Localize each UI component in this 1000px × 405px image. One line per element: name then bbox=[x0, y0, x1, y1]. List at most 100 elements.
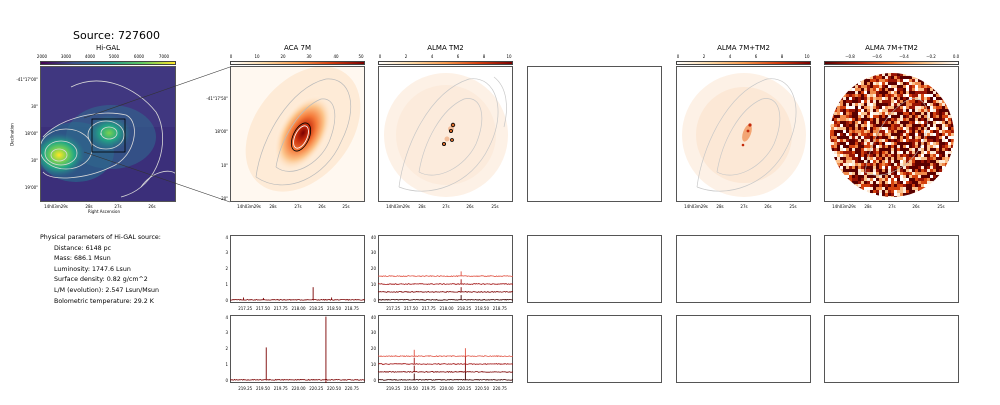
residual-pixel bbox=[933, 118, 936, 121]
residual-pixel bbox=[828, 67, 831, 70]
residual-pixel bbox=[942, 106, 945, 109]
residual-pixel bbox=[948, 112, 951, 115]
residual-pixel bbox=[939, 160, 942, 163]
residual-pixel bbox=[942, 121, 945, 124]
residual-pixel bbox=[915, 115, 918, 118]
residual-pixel bbox=[921, 70, 924, 73]
residual-pixel bbox=[933, 148, 936, 151]
cbar-tick: 2 bbox=[702, 54, 706, 59]
residual-pixel bbox=[936, 127, 939, 130]
residual-pixel bbox=[933, 199, 936, 202]
residual-pixel bbox=[939, 118, 942, 121]
residual-pixel bbox=[933, 166, 936, 169]
residual-pixel bbox=[876, 136, 879, 139]
xtick: 26s bbox=[764, 204, 772, 209]
residual-pixel bbox=[873, 79, 876, 82]
residual-pixel bbox=[951, 193, 954, 196]
residual-pixel bbox=[840, 133, 843, 136]
residual-pixel bbox=[906, 142, 909, 145]
residual-pixel bbox=[843, 175, 846, 178]
residual-pixel bbox=[930, 151, 933, 154]
residual-pixel bbox=[825, 139, 828, 142]
residual-pixel bbox=[927, 67, 930, 70]
residual-pixel bbox=[888, 163, 891, 166]
residual-pixel bbox=[933, 103, 936, 106]
residual-pixel bbox=[930, 199, 933, 202]
residual-pixel bbox=[846, 73, 849, 76]
residual-pixel bbox=[897, 73, 900, 76]
residual-pixel bbox=[945, 73, 948, 76]
residual-pixel bbox=[906, 172, 909, 175]
residual-pixel bbox=[837, 151, 840, 154]
residual-pixel bbox=[876, 91, 879, 94]
residual-pixel bbox=[830, 130, 831, 133]
residual-pixel bbox=[909, 91, 912, 94]
residual-pixel bbox=[948, 169, 951, 172]
residual-pixel bbox=[870, 181, 873, 184]
residual-pixel bbox=[831, 199, 834, 202]
residual-pixel bbox=[942, 151, 945, 154]
residual-pixel bbox=[873, 130, 876, 133]
residual-pixel bbox=[942, 91, 945, 94]
residual-pixel bbox=[948, 190, 951, 193]
residual-pixel bbox=[837, 139, 840, 142]
residual-pixel bbox=[855, 94, 858, 97]
residual-pixel bbox=[936, 97, 939, 100]
residual-pixel bbox=[891, 157, 894, 160]
residual-pixel bbox=[891, 109, 894, 112]
residual-pixel bbox=[915, 169, 918, 172]
residual-pixel bbox=[864, 154, 867, 157]
residual-pixel bbox=[870, 187, 873, 190]
residual-pixel bbox=[948, 154, 951, 157]
residual-pixel bbox=[933, 109, 936, 112]
spectrum-aca-row1: 217.25 217.50 217.75 218.00 218.25 218.50 218.… bbox=[225, 235, 365, 311]
aca7m-map bbox=[231, 67, 364, 201]
residual-pixel bbox=[825, 82, 828, 85]
residual-pixel bbox=[831, 142, 834, 145]
residual-pixel bbox=[888, 76, 891, 79]
residual-pixel bbox=[948, 196, 951, 197]
residual-pixel bbox=[954, 115, 957, 118]
residual-pixel bbox=[834, 118, 837, 121]
residual-pixel bbox=[927, 97, 930, 100]
residual-pixel bbox=[861, 67, 864, 70]
residual-pixel bbox=[930, 103, 933, 106]
residual-pixel bbox=[837, 127, 840, 130]
residual-pixel bbox=[846, 127, 849, 130]
residual-pixel bbox=[867, 121, 870, 124]
residual-pixel bbox=[945, 157, 948, 160]
xtick: 27s bbox=[442, 204, 450, 209]
residual-pixel bbox=[861, 160, 864, 163]
residual-pixel bbox=[849, 91, 852, 94]
residual-pixel bbox=[939, 145, 942, 148]
residual-pixel bbox=[906, 151, 909, 154]
residual-pixel bbox=[855, 184, 858, 187]
residual-pixel bbox=[903, 184, 906, 187]
residual-pixel bbox=[873, 181, 876, 184]
spectrum-plot bbox=[378, 271, 513, 301]
residual-pixel bbox=[942, 145, 945, 148]
residual-pixel bbox=[945, 184, 948, 187]
residual-pixel bbox=[924, 91, 927, 94]
residual-pixel bbox=[906, 193, 909, 196]
residual-pixel bbox=[843, 82, 846, 85]
residual-pixel bbox=[864, 82, 867, 85]
residual-pixel bbox=[867, 94, 870, 97]
residual-pixel bbox=[834, 127, 837, 130]
residual-pixel bbox=[879, 121, 882, 124]
residual-pixel bbox=[957, 85, 959, 88]
residual-pixel bbox=[830, 115, 831, 118]
residual-pixel bbox=[867, 169, 870, 172]
residual-pixel bbox=[909, 181, 912, 184]
residual-pixel bbox=[888, 184, 891, 187]
residual-pixel bbox=[843, 124, 846, 127]
residual-pixel bbox=[879, 172, 882, 175]
residual-pixel bbox=[945, 148, 948, 151]
higal-xlabel: Right Ascension bbox=[88, 209, 120, 214]
residual-pixel bbox=[945, 142, 948, 145]
residual-pixel bbox=[830, 190, 831, 193]
residual-pixel bbox=[948, 88, 951, 91]
residual-pixel bbox=[876, 169, 879, 172]
residual-pixel bbox=[936, 178, 939, 181]
residual-pixel bbox=[951, 139, 954, 142]
